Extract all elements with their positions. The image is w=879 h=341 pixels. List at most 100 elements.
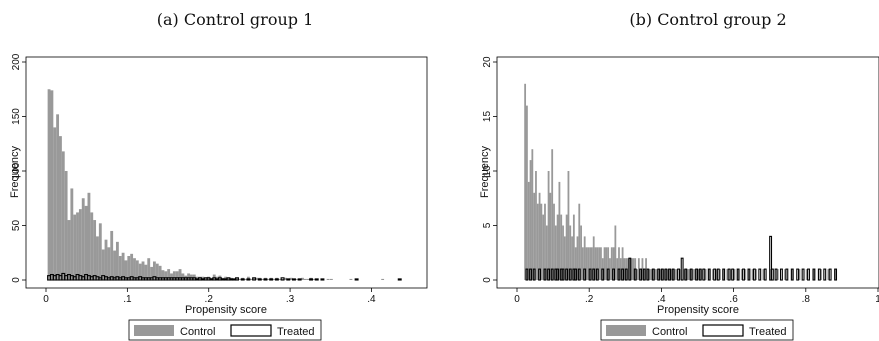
panel-a-treated-bar: [309, 278, 314, 281]
panel-b-treated-bar: [702, 268, 706, 281]
panel-b-control-bar: [670, 269, 673, 280]
panel-a-control-bar: [161, 270, 165, 280]
panel-b-control-bar: [661, 269, 664, 280]
panel-a-control-bar: [127, 256, 131, 280]
panel-a-control-bar: [181, 273, 185, 280]
panel-a-bars: [47, 89, 402, 281]
panel-b-treated-bar: [639, 268, 643, 281]
panel-b-control-bar: [531, 149, 534, 280]
panel-b-control-bar: [715, 269, 718, 280]
panel-b-treated-bar: [807, 268, 810, 281]
panel-b-control-bar: [536, 203, 539, 280]
panel-b-treated-bar: [624, 268, 628, 281]
panel-b-treated-bar: [529, 268, 532, 281]
panel-a-control-bar: [150, 266, 153, 280]
panel-a-control-bar: [381, 278, 385, 280]
panel-b-control-bar: [683, 269, 685, 280]
panel-b-x-tick-label: .4: [657, 294, 666, 305]
panel-b-control-bar: [610, 247, 613, 280]
panel-a-y-ticks: 0 50 100 150 200: [11, 53, 26, 283]
panel-b-control-bar: [581, 247, 584, 280]
panel-b-treated-bar: [698, 268, 702, 281]
panel-a-control-bar: [303, 278, 307, 280]
panel-b-x-tick-label: .8: [802, 294, 811, 305]
panel-b-x-tick-label: .2: [585, 294, 594, 305]
panel-a-control-bar: [118, 256, 122, 280]
panel-b-treated-bar: [633, 268, 637, 281]
panel-b-control-bar: [527, 181, 530, 280]
panel-a-treated-bar: [314, 278, 319, 281]
panel-a-treated-bar: [297, 278, 302, 281]
panel-b-treated-bar: [817, 268, 821, 281]
panel-b-treated-bar: [752, 268, 756, 281]
panel-b-control-bar: [592, 236, 595, 280]
panel-b-control-bar: [524, 83, 527, 280]
panel-a-control-bar: [252, 277, 256, 280]
panel-a-legend-frame: [128, 319, 322, 341]
panel-b-control-bar: [708, 269, 711, 280]
panel-a-control-bar: [306, 278, 310, 280]
panel-b-control-bar: [569, 225, 572, 280]
panel-b-treated-bar: [801, 268, 805, 281]
panel-b-control-bar: [655, 269, 658, 280]
panel-b-treated-bar: [828, 268, 832, 281]
panel-a-control-bar: [178, 269, 182, 280]
panel-b-treated-bar: [532, 268, 536, 281]
panel-a-treated-bar: [269, 278, 274, 281]
panel-b-treated-bar: [574, 268, 578, 281]
panel-b-y-tick-label: 20: [482, 56, 493, 68]
panel-b-control-bar: [820, 269, 823, 280]
panel-b-control-bar: [762, 269, 765, 280]
panel-b-treated-bar: [550, 268, 554, 281]
panel-b-treated-bar: [556, 268, 560, 281]
panel-b-treated-bar: [823, 268, 827, 281]
panel-a-legend-label-control: Control: [180, 326, 215, 338]
panel-b-control-bar: [641, 258, 644, 280]
panel-b-control-bar: [643, 269, 646, 280]
panel-b-control-bar: [600, 247, 602, 280]
panel-b-control-bar: [526, 105, 528, 280]
panel-b-control-bar: [648, 269, 651, 280]
panel-a-control-bar: [47, 89, 51, 280]
panel-b-x-tick-label: 0: [514, 294, 520, 305]
panel-a-treated-bar: [397, 278, 402, 281]
panel-a-y-tick-label: 50: [11, 220, 22, 232]
panel-b-control-bar: [607, 247, 610, 280]
panel-b-treated-bar: [742, 268, 745, 281]
panel-a-control-bar: [187, 273, 191, 280]
panel-b-treated-bar: [722, 268, 726, 281]
panel-a-control-bar: [329, 278, 333, 280]
panel-b-control-bar: [556, 214, 559, 280]
panel-b-treated-bar: [779, 268, 783, 281]
panel-a-control-bar: [147, 258, 151, 280]
panel-b-control-bar: [574, 247, 577, 280]
panel-a-control-bar: [96, 236, 99, 280]
panel-b-control-bar: [693, 269, 696, 280]
panel-a-control-bar: [101, 249, 105, 280]
panel-b-title: (b) Control group 2: [629, 10, 786, 29]
panel-a-control-bar: [175, 271, 179, 280]
panel-b-control-bar: [545, 225, 548, 280]
panel-a-x-ticks: 0 .1 .2 .3 .4: [43, 288, 376, 305]
panel-b-control-bar: [585, 247, 588, 280]
panel-b-treated-bar: [565, 268, 569, 281]
panel-b-y-tick-label: 10: [482, 165, 493, 177]
panel-b-control-bar: [744, 269, 747, 280]
panel-a-y-axis-label: Frequency: [9, 146, 21, 198]
panel-b-control-bar: [711, 269, 714, 280]
panel-b-control-bar: [598, 247, 601, 280]
panel-a-control-bar: [107, 247, 111, 280]
panel-a-control-bar: [130, 253, 134, 280]
panel-b-control-bar: [639, 269, 642, 280]
panel-a-control-bar: [283, 277, 287, 280]
panel-b-control-bar: [791, 269, 794, 280]
panel-a-control-bar: [170, 273, 173, 280]
panel-b-legend-frame: [600, 319, 794, 341]
panel-b-x-tick-label: .6: [729, 294, 738, 305]
panel-b-control-bar: [805, 269, 808, 280]
panel-a-control-bar: [326, 278, 330, 280]
panel-b-control-bar: [798, 269, 801, 280]
panel-b-treated-bar: [668, 268, 671, 281]
panel-b-control-bar: [594, 247, 597, 280]
panel-b-treated-bar: [561, 268, 565, 281]
